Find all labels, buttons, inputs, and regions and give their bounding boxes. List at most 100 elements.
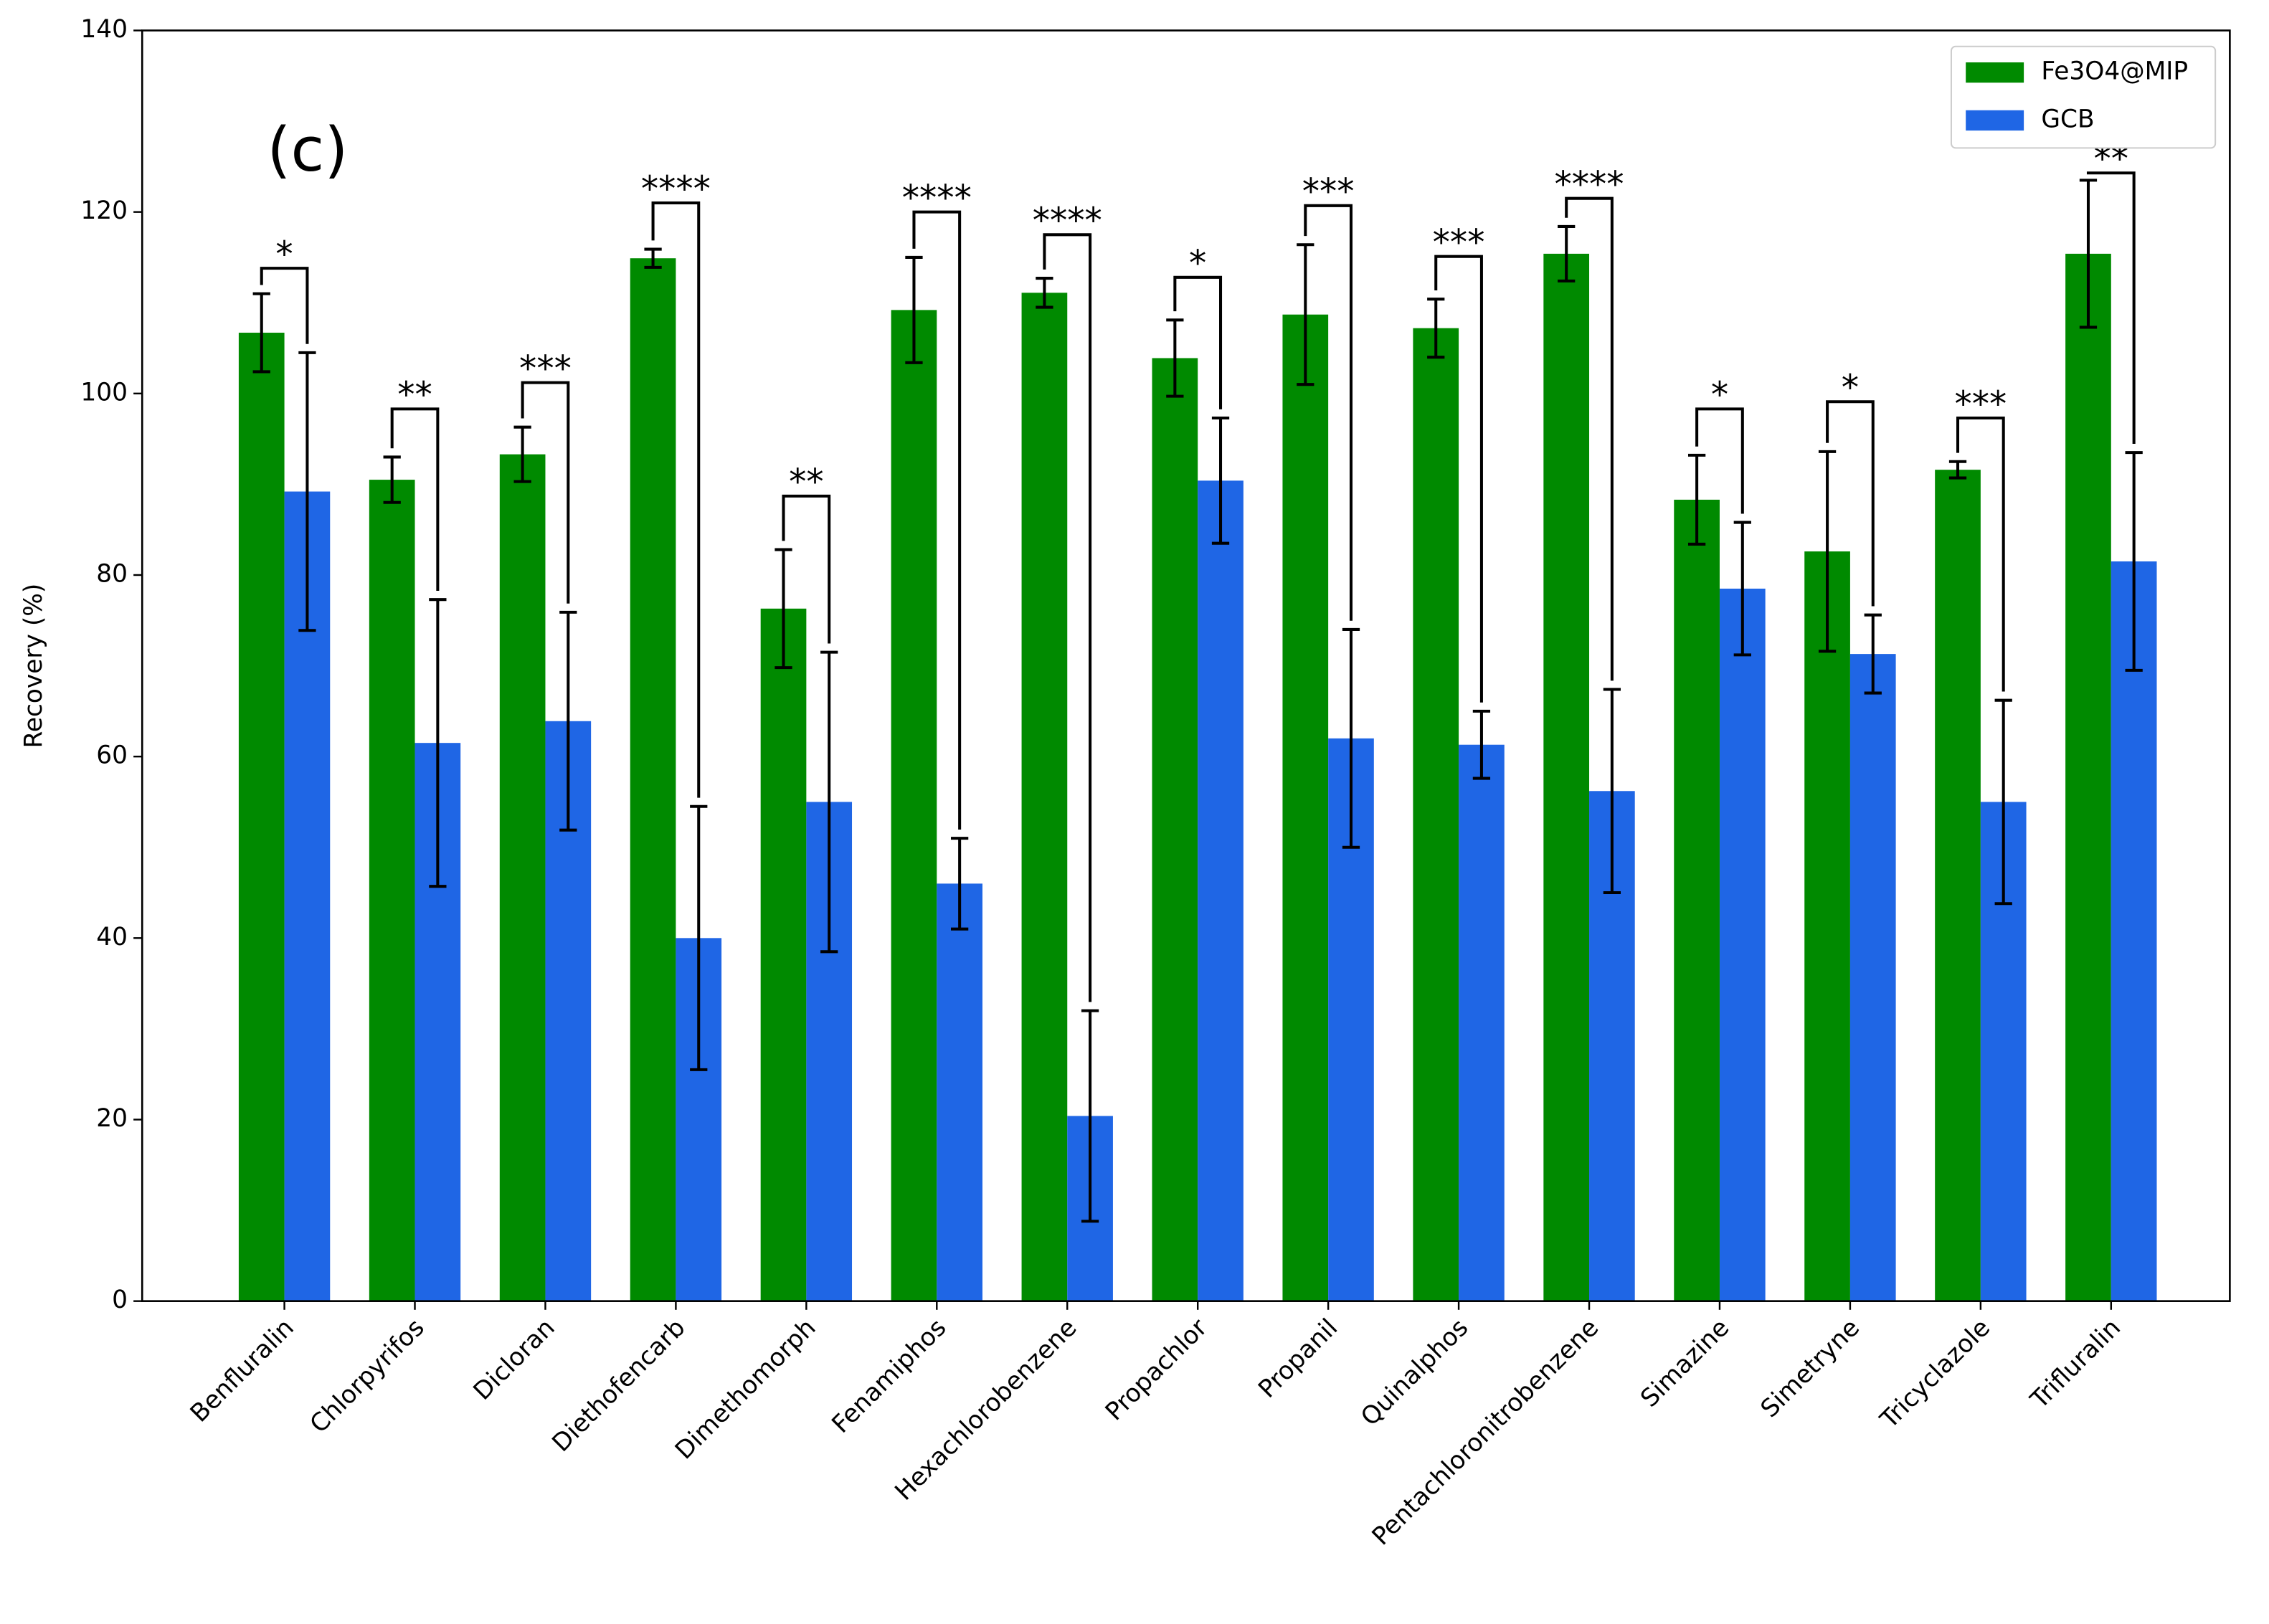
- error-bar: [905, 255, 923, 364]
- significance-label: *: [1189, 244, 1206, 284]
- bar: [1804, 551, 1850, 1301]
- error-bar: [1603, 688, 1621, 895]
- significance-label: **: [789, 462, 824, 503]
- x-tick-label: Dicloran: [468, 1314, 561, 1406]
- x-tick-label: Trifluralin: [2024, 1314, 2126, 1415]
- bar: [1543, 253, 1590, 1301]
- x-tick-label: Propachlor: [1100, 1313, 1213, 1426]
- error-bar: [1948, 460, 1967, 480]
- error-bar: [951, 837, 969, 931]
- bar: [2111, 561, 2157, 1301]
- significance-bracket: [1695, 407, 1744, 514]
- error-bar: [1081, 1009, 1099, 1223]
- significance-bracket: [260, 267, 309, 344]
- bar: [238, 333, 285, 1301]
- significance-label: *: [1842, 368, 1859, 408]
- error-bar: [1297, 243, 1314, 386]
- error-bar: [644, 247, 662, 269]
- significance-label: ****: [1554, 164, 1624, 204]
- error-bar: [2125, 451, 2143, 672]
- y-tick-label: 20: [96, 1104, 128, 1133]
- error-bar: [298, 351, 316, 632]
- y-tick-label: 120: [80, 196, 128, 225]
- x-tick-label: Simazine: [1635, 1314, 1735, 1413]
- bar: [1021, 293, 1068, 1301]
- significance-label: ***: [1954, 384, 2007, 424]
- significance-bracket: [912, 210, 962, 830]
- error-bar: [383, 455, 401, 504]
- error-bar: [559, 610, 577, 832]
- significance-bracket: [1956, 416, 2005, 692]
- significance-bracket: [390, 407, 440, 592]
- y-tick-label: 140: [80, 15, 128, 44]
- error-bar: [690, 804, 708, 1071]
- x-tick-label: Propanil: [1253, 1314, 1343, 1404]
- plot-frame: [141, 29, 2231, 1302]
- bar: [1152, 358, 1198, 1301]
- bar: [891, 310, 937, 1301]
- significance-bracket: [1173, 275, 1223, 409]
- bar: [1935, 470, 1981, 1301]
- x-tick-label: Fenamiphos: [826, 1314, 952, 1439]
- significance-bracket: [1826, 400, 1875, 607]
- significance-bracket: [1434, 255, 1483, 703]
- significance-label: ****: [902, 178, 972, 218]
- significance-label: ****: [1033, 201, 1102, 241]
- x-tick-label: Chlorpyrifos: [305, 1314, 430, 1439]
- error-bar: [1687, 453, 1706, 546]
- x-tick-label: Diethofencarb: [546, 1314, 691, 1458]
- y-tick-label: 0: [112, 1286, 128, 1314]
- y-tick-label: 60: [96, 741, 128, 770]
- x-tick-label: Benfluralin: [185, 1314, 300, 1428]
- error-bar: [252, 292, 270, 374]
- error-bar: [2079, 179, 2098, 329]
- legend-swatch: [1966, 110, 2024, 131]
- panel-label: (c): [267, 115, 348, 186]
- significance-label: *: [1711, 375, 1728, 415]
- y-tick-label: 40: [96, 923, 128, 951]
- bar: [1459, 744, 1505, 1301]
- significance-label: *: [275, 234, 293, 275]
- bar: [1674, 499, 1720, 1301]
- error-bar: [775, 548, 792, 670]
- bar: [630, 258, 676, 1301]
- x-tick-label: Simetryne: [1756, 1314, 1865, 1423]
- significance-bracket: [782, 494, 831, 644]
- error-bar: [1733, 521, 1751, 657]
- error-bar: [513, 425, 531, 483]
- bar: [1719, 588, 1766, 1301]
- significance-label: ****: [641, 169, 711, 209]
- significance-bracket: [521, 381, 570, 604]
- bar: [1413, 328, 1459, 1301]
- legend-label: Fe3O4@MIP: [2041, 57, 2188, 86]
- error-bar: [1472, 709, 1491, 780]
- error-bar: [1994, 698, 2012, 906]
- bar: [499, 454, 546, 1301]
- significance-bracket: [2086, 171, 2136, 444]
- significance-label: ***: [1433, 223, 1485, 263]
- significance-bracket: [651, 201, 701, 798]
- error-bar: [1558, 224, 1576, 282]
- bar: [1282, 314, 1329, 1301]
- error-bar: [1427, 298, 1445, 359]
- legend-swatch: [1966, 62, 2024, 83]
- significance-bracket: [1043, 233, 1092, 1002]
- significance-label: ***: [519, 348, 572, 389]
- x-tick-label: Quinalphos: [1355, 1314, 1474, 1432]
- error-bar: [1818, 450, 1837, 653]
- error-bar: [820, 650, 838, 954]
- error-bar: [1166, 318, 1184, 398]
- significance-label: **: [397, 375, 432, 415]
- bar: [369, 480, 415, 1301]
- error-bar: [1342, 627, 1360, 849]
- y-axis-label: Recovery (%): [19, 584, 48, 749]
- bar: [760, 608, 807, 1301]
- significance-bracket: [1565, 196, 1614, 681]
- y-tick-label: 80: [96, 559, 128, 588]
- bar: [1849, 654, 1896, 1301]
- x-tick-label: Tricyclazole: [1875, 1314, 1996, 1435]
- significance-bracket: [1304, 204, 1353, 621]
- error-bar: [1864, 613, 1882, 695]
- error-bar: [1036, 277, 1053, 309]
